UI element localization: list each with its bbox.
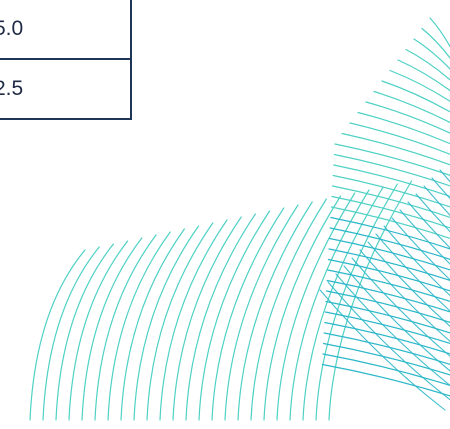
decorative-arc: [405, 48, 450, 81]
decorative-arc: [198, 210, 271, 421]
table-row: 5.0: [0, 0, 132, 60]
cell-text: 5.0: [0, 17, 24, 40]
decorative-arc: [423, 185, 450, 216]
arc-group-c: [319, 169, 450, 411]
decorative-arc: [250, 198, 327, 421]
decorative-arc: [327, 281, 450, 401]
decorative-arc: [328, 180, 413, 421]
decorative-arc: [327, 258, 450, 292]
decorative-arc: [343, 265, 450, 372]
table-cell-value: 5.0: [0, 0, 132, 60]
decorative-arc: [29, 249, 86, 421]
decorative-arc: [330, 216, 450, 250]
decorative-arc: [367, 241, 450, 327]
decorative-arc: [302, 186, 384, 421]
decorative-arc: [357, 111, 450, 145]
decorative-arc: [185, 213, 256, 421]
decorative-arc: [324, 321, 450, 355]
decorative-arc: [383, 225, 450, 297]
decorative-arc: [319, 289, 446, 411]
decorative-arc: [263, 195, 342, 421]
table-cell-value: 2.5: [0, 58, 132, 120]
decorative-arc: [315, 183, 398, 421]
decorative-arc: [397, 59, 450, 92]
decorative-arc: [42, 246, 100, 421]
decorative-arc: [373, 90, 450, 124]
decorative-arc: [413, 38, 450, 70]
decorative-arc: [331, 195, 450, 229]
arc-group-b: [321, 17, 450, 397]
decorative-arc: [415, 193, 450, 233]
decorative-arc: [276, 192, 356, 421]
decorative-arc: [349, 122, 450, 155]
decorative-arc: [321, 363, 450, 397]
decorative-arc: [341, 132, 450, 166]
decorative-arc: [335, 273, 450, 387]
decorative-arc: [68, 240, 129, 421]
decorative-arc: [211, 207, 285, 421]
values-table: 5.0 2.5: [0, 0, 132, 120]
decorative-arc: [391, 217, 450, 281]
decorative-arc: [329, 237, 450, 271]
decorative-arc: [389, 69, 450, 102]
decorative-arc: [146, 222, 214, 421]
decorative-arc: [94, 234, 157, 421]
decorative-arc: [381, 80, 450, 113]
decorative-arc: [107, 231, 171, 421]
arc-group-a: [29, 180, 413, 421]
decorative-arc: [334, 143, 450, 176]
decorative-arc: [289, 189, 370, 421]
decorative-arc: [375, 233, 450, 312]
decorative-arc: [351, 257, 450, 357]
decorative-arc: [133, 225, 200, 421]
decorative-arc: [159, 219, 228, 421]
decorative-arc: [172, 216, 242, 421]
decorative-arc: [322, 353, 450, 387]
decorative-arc: [333, 164, 450, 197]
decorative-arc: [399, 209, 450, 265]
decorative-arc: [330, 206, 450, 239]
decorative-arc: [81, 237, 143, 421]
decorative-arc: [326, 290, 450, 324]
decorative-arc: [324, 311, 450, 345]
decorative-arc: [328, 248, 450, 281]
decorative-arc: [55, 243, 114, 421]
decorative-arc: [332, 185, 450, 218]
decorative-arc: [421, 27, 450, 59]
decorative-arc: [323, 342, 450, 376]
decorative-arc: [120, 228, 185, 421]
cell-text: 2.5: [0, 77, 24, 100]
decorative-arc: [365, 101, 450, 134]
decorative-arc: [431, 177, 450, 200]
decorative-arc: [359, 249, 450, 343]
decorative-arc: [329, 227, 450, 260]
decorative-arc: [237, 201, 313, 421]
decorative-arc: [429, 17, 450, 48]
decorative-arc: [333, 153, 450, 187]
decorative-arc: [407, 201, 450, 249]
decorative-arc: [224, 204, 299, 421]
table-row: 2.5: [0, 58, 132, 120]
decorative-arc: [326, 279, 450, 313]
